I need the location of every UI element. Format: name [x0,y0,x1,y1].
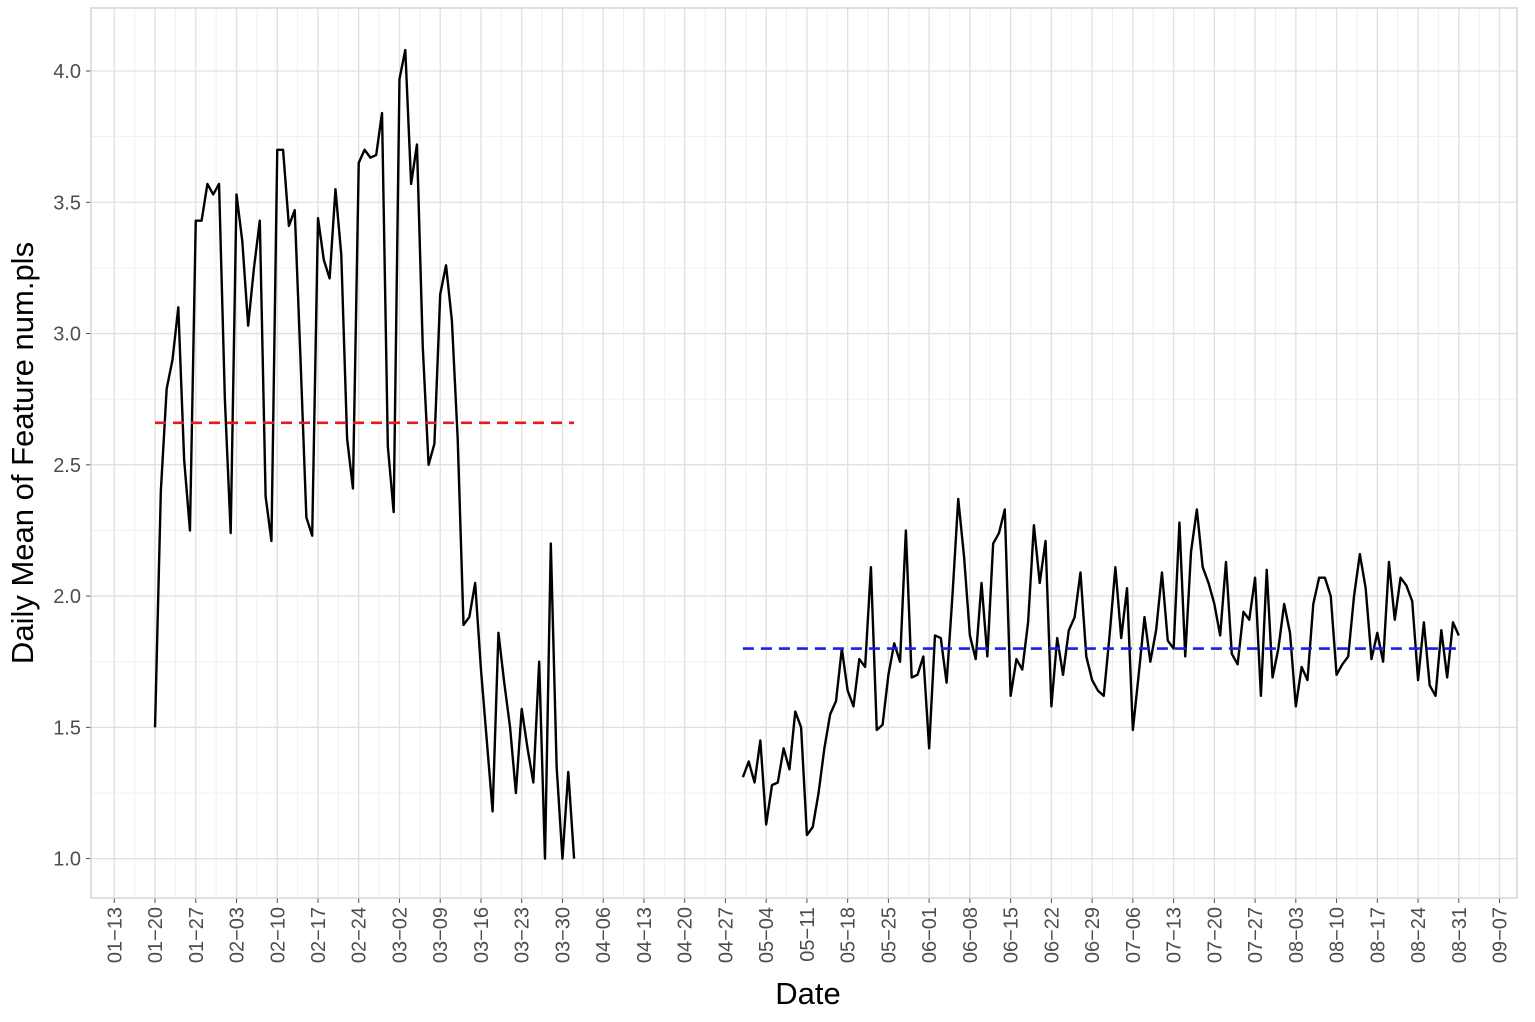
x-tick-label: 03−30 [552,907,574,963]
x-tick-label: 09−07 [1490,907,1512,963]
x-tick-label: 08−03 [1286,907,1308,963]
x-tick-label: 02−03 [227,907,249,963]
y-tick-label: 3.5 [53,192,81,214]
x-tick-label: 08−10 [1327,907,1349,963]
y-axis-title: Daily Mean of Feature num.pls [5,242,40,664]
x-tick-label: 08−31 [1449,907,1471,963]
x-tick-label: 01−27 [186,907,208,963]
x-tick-label: 03−16 [471,907,493,963]
x-tick-label: 03−23 [512,907,534,963]
x-tick-label: 07−20 [1204,907,1226,963]
x-tick-label: 08−24 [1408,907,1430,963]
x-tick-label: 06−15 [1001,907,1023,963]
x-tick-label: 08−17 [1367,907,1389,963]
x-tick-label: 07−27 [1245,907,1267,963]
y-tick-label: 1.0 [53,849,81,871]
x-tick-label: 05−11 [797,907,819,962]
x-tick-label: 05−18 [838,907,860,963]
y-tick-label: 1.5 [53,717,81,739]
x-tick-label: 02−17 [308,907,330,963]
x-tick-label: 04−27 [715,907,737,963]
y-tick-label: 2.5 [53,455,81,477]
x-tick-label: 07−06 [1123,907,1145,963]
x-tick-label: 02−10 [267,907,289,963]
x-tick-label: 06−08 [960,907,982,963]
x-tick-label: 06−22 [1041,907,1063,963]
y-tick-label: 3.0 [53,324,81,346]
x-tick-label: 05−25 [878,907,900,963]
x-tick-label: 04−20 [675,907,697,963]
y-tick-label: 2.0 [53,586,81,608]
x-tick-label: 06−01 [919,907,941,963]
x-tick-label: 01−20 [145,907,167,963]
x-tick-label: 03−02 [389,907,411,963]
x-tick-label: 01−13 [104,907,126,963]
plot-border [90,7,1518,899]
y-tick-label: 4.0 [53,61,81,83]
x-tick-label: 03−09 [430,907,452,963]
x-axis-title: Date [775,976,840,1011]
x-tick-label: 06−29 [1082,907,1104,963]
x-tick-label: 05−04 [756,907,778,963]
x-tick-label: 04−13 [634,907,656,963]
plot-panel [91,8,1517,898]
data-line [153,48,1460,860]
x-tick-label: 02−24 [349,907,371,963]
x-tick-label: 04−06 [593,907,615,963]
x-tick-label: 07−13 [1164,907,1186,963]
